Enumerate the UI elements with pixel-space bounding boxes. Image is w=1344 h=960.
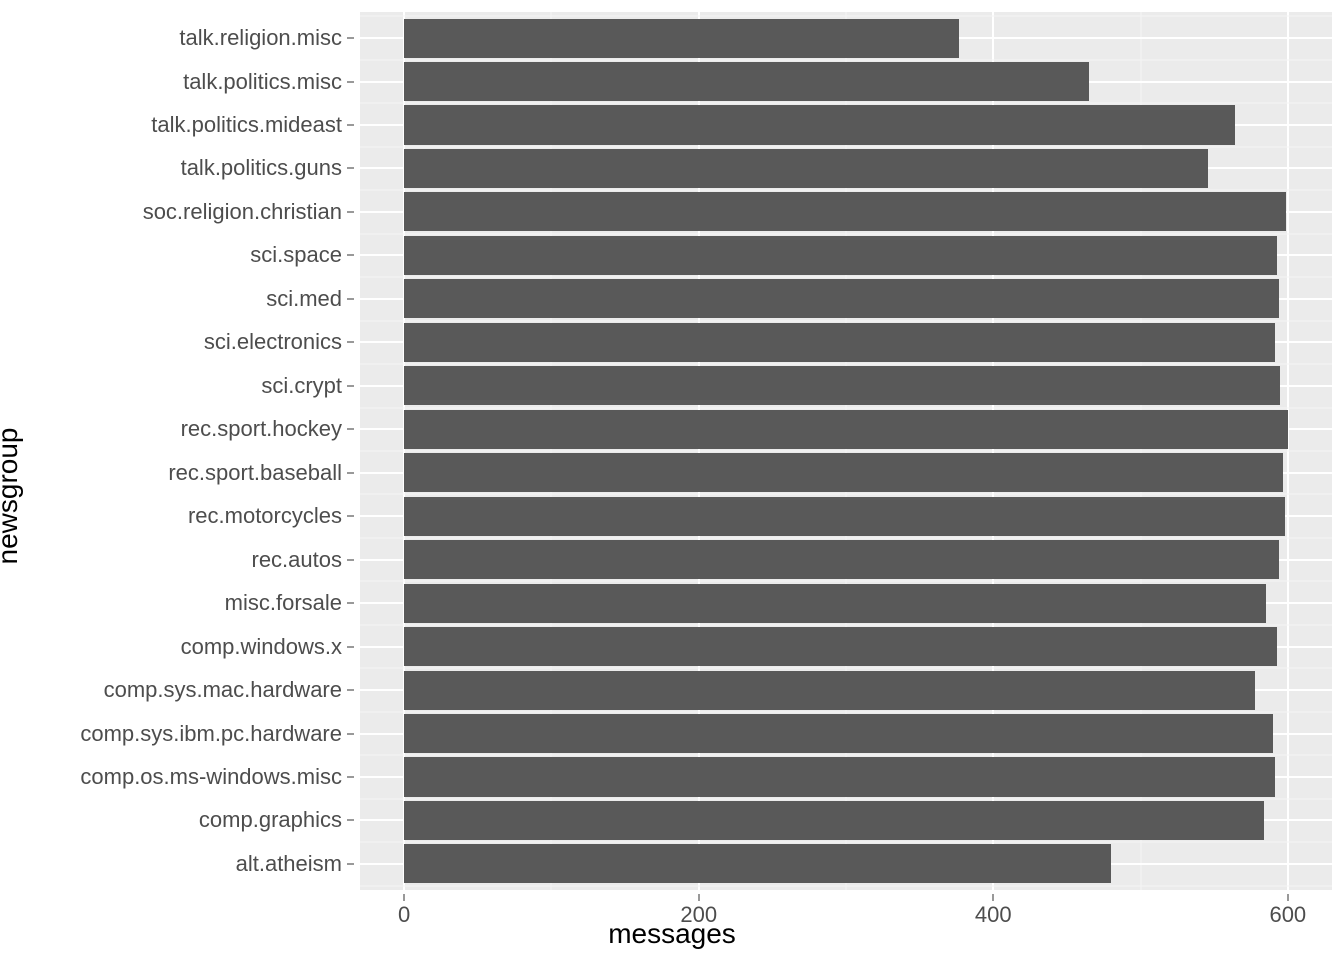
y-tick-label: soc.religion.christian	[143, 199, 342, 225]
y-tick-label: rec.sport.hockey	[181, 416, 342, 442]
x-tick	[404, 894, 405, 901]
chart-container: newsgroup messages talk.religion.misctal…	[0, 0, 1344, 960]
y-tick	[347, 559, 354, 560]
y-tick-label: rec.autos	[252, 547, 343, 573]
grid-minor-h	[360, 277, 1332, 278]
x-tick-label: 400	[975, 902, 1012, 928]
grid-minor-h	[360, 451, 1332, 452]
y-tick-label: comp.sys.ibm.pc.hardware	[80, 721, 342, 747]
bar	[404, 366, 1280, 405]
y-tick	[347, 211, 354, 212]
y-tick	[347, 125, 354, 126]
y-tick-label: comp.os.ms-windows.misc	[80, 764, 342, 790]
bar	[404, 844, 1111, 883]
y-tick-label: talk.politics.guns	[181, 155, 342, 181]
y-tick-label: comp.windows.x	[181, 634, 342, 660]
y-tick	[347, 472, 354, 473]
y-tick	[347, 733, 354, 734]
bar	[404, 62, 1089, 101]
x-tick-label: 0	[398, 902, 410, 928]
x-tick	[993, 894, 994, 901]
bar	[404, 149, 1208, 188]
bar	[404, 410, 1288, 449]
grid-minor-h	[360, 146, 1332, 147]
bar	[404, 192, 1286, 231]
y-tick-label: talk.religion.misc	[179, 25, 342, 51]
x-tick-label: 200	[680, 902, 717, 928]
grid-minor-h	[360, 320, 1332, 321]
y-tick	[347, 646, 354, 647]
grid-minor-h	[360, 233, 1332, 234]
y-tick	[347, 298, 354, 299]
y-tick	[347, 255, 354, 256]
bar	[404, 236, 1277, 275]
bar	[404, 105, 1235, 144]
y-tick-label: comp.sys.mac.hardware	[104, 677, 342, 703]
bar	[404, 801, 1264, 840]
y-tick-label: sci.space	[250, 242, 342, 268]
y-tick-label: talk.politics.misc	[183, 69, 342, 95]
bar	[404, 497, 1285, 536]
y-axis-labels: talk.religion.misc talk.politics.misc talk…	[0, 12, 354, 890]
grid-minor-h	[360, 537, 1332, 538]
y-tick-label: misc.forsale	[225, 590, 342, 616]
bar	[404, 671, 1255, 710]
grid-minor-h	[360, 755, 1332, 756]
grid-minor-h	[360, 190, 1332, 191]
y-tick	[347, 342, 354, 343]
grid-minor-h	[360, 59, 1332, 60]
grid-minor-h	[360, 16, 1332, 17]
y-tick-label: sci.med	[266, 286, 342, 312]
grid-minor-h	[360, 842, 1332, 843]
bar	[404, 323, 1274, 362]
y-tick-label: talk.politics.mideast	[151, 112, 342, 138]
y-tick	[347, 820, 354, 821]
grid-minor-h	[360, 668, 1332, 669]
grid-minor-h	[360, 494, 1332, 495]
x-tick	[698, 894, 699, 901]
grid-minor-h	[360, 407, 1332, 408]
grid-minor-h	[360, 581, 1332, 582]
y-tick-label: rec.sport.baseball	[168, 460, 342, 486]
y-tick	[347, 516, 354, 517]
bar	[404, 757, 1274, 796]
x-tick	[1287, 894, 1288, 901]
y-tick	[347, 81, 354, 82]
y-tick-label: comp.graphics	[199, 807, 342, 833]
bar	[404, 714, 1273, 753]
y-tick	[347, 38, 354, 39]
bar	[404, 19, 959, 58]
y-tick	[347, 603, 354, 604]
y-tick-label: sci.electronics	[204, 329, 342, 355]
grid-minor-h	[360, 103, 1332, 104]
grid-minor-h	[360, 711, 1332, 712]
grid-minor-h	[360, 885, 1332, 886]
y-tick	[347, 776, 354, 777]
y-tick	[347, 168, 354, 169]
plot-area	[360, 12, 1332, 890]
x-axis-labels: 0200400600	[360, 894, 1332, 924]
bar	[404, 627, 1277, 666]
bar	[404, 279, 1279, 318]
y-tick	[347, 690, 354, 691]
grid-minor-h	[360, 798, 1332, 799]
bar	[404, 453, 1283, 492]
bar	[404, 540, 1279, 579]
y-tick-label: sci.crypt	[261, 373, 342, 399]
grid-minor-h	[360, 624, 1332, 625]
y-tick-label: alt.atheism	[236, 851, 342, 877]
y-tick	[347, 863, 354, 864]
bar	[404, 584, 1266, 623]
grid-minor-h	[360, 364, 1332, 365]
y-tick	[347, 385, 354, 386]
y-tick	[347, 429, 354, 430]
x-tick-label: 600	[1269, 902, 1306, 928]
y-tick-label: rec.motorcycles	[188, 503, 342, 529]
